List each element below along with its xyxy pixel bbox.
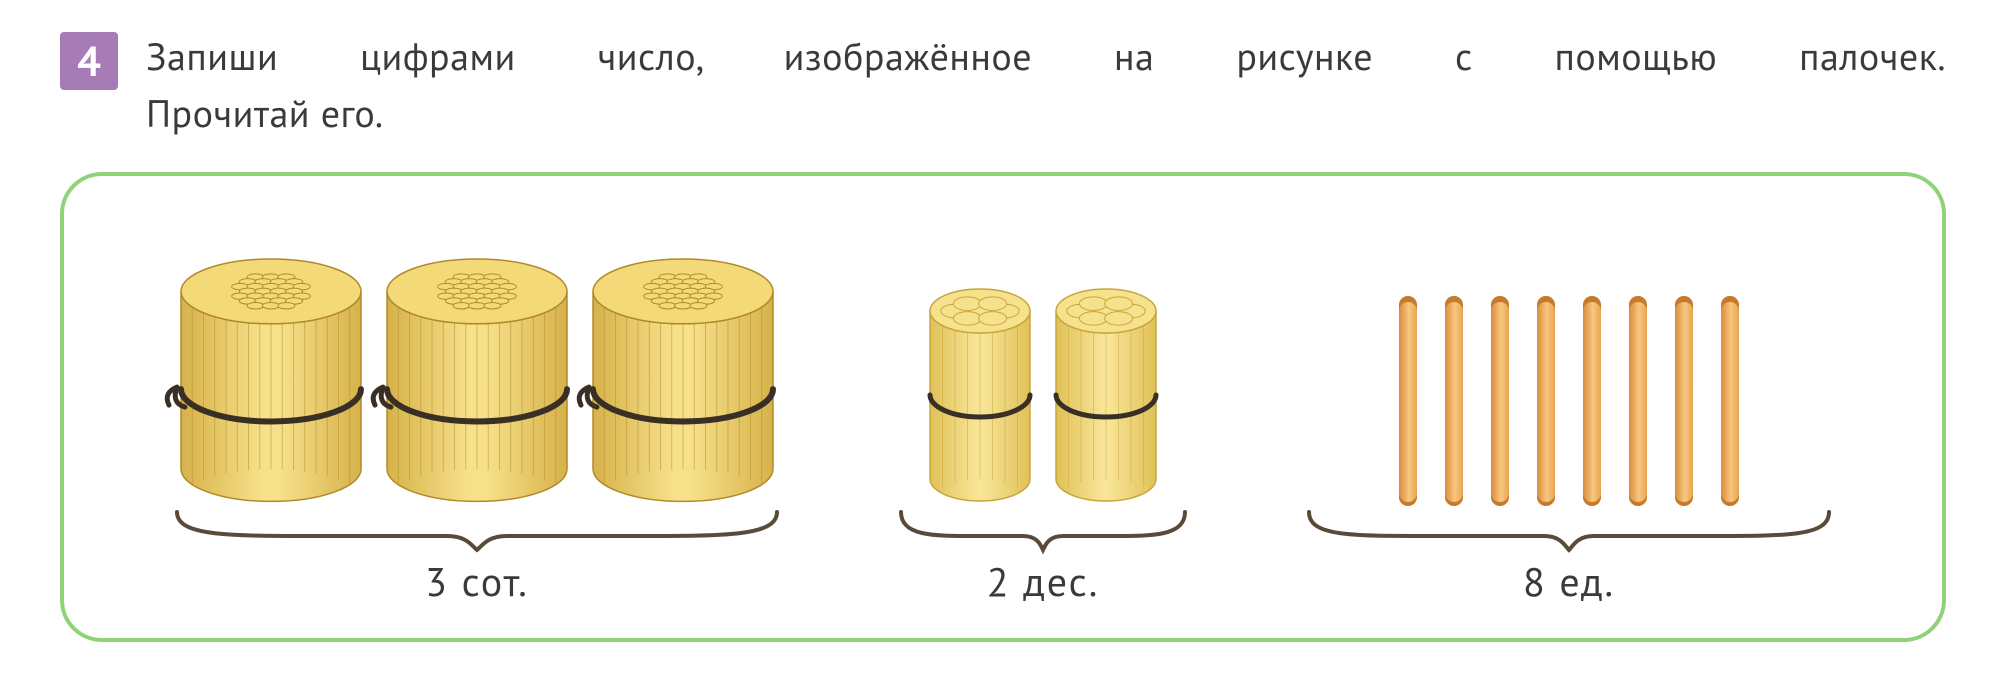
hundred-bundle <box>593 259 773 506</box>
prompt-line-1: Запиши цифрами число, изображённое на ри… <box>146 28 1946 85</box>
brace-tens <box>893 506 1193 550</box>
prompt-line-2: Прочитай его. <box>146 85 1946 142</box>
unit-stick <box>1445 296 1463 506</box>
hundred-bundle <box>387 259 567 506</box>
group-hundreds: 3 сот. <box>167 246 787 608</box>
tens-bundles-row <box>930 246 1156 506</box>
group-tens: 2 дес. <box>893 246 1193 608</box>
brace-units <box>1299 506 1839 550</box>
label-units: 8 ед. <box>1523 556 1615 608</box>
unit-stick <box>1491 296 1509 506</box>
unit-stick <box>1537 296 1555 506</box>
unit-stick <box>1583 296 1601 506</box>
unit-stick <box>1629 296 1647 506</box>
unit-stick <box>1721 296 1739 506</box>
ten-bundle <box>1056 289 1156 506</box>
group-units: 8 ед. <box>1299 246 1839 608</box>
figure-frame: 3 сот. 2 дес. 8 ед. <box>60 172 1946 642</box>
brace-hundreds <box>167 506 787 550</box>
label-hundreds: 3 сот. <box>425 556 529 608</box>
hundred-bundle <box>181 259 361 506</box>
label-tens: 2 дес. <box>987 556 1100 608</box>
hundreds-bundles-row <box>181 246 773 506</box>
problem-prompt: Запиши цифрами число, изображённое на ри… <box>146 28 1946 142</box>
page: 4 Запиши цифрами число, изображённое на … <box>0 0 2006 697</box>
units-sticks-row <box>1385 246 1753 506</box>
problem-number-badge: 4 <box>60 32 118 90</box>
unit-stick <box>1675 296 1693 506</box>
problem-header: 4 Запиши цифрами число, изображённое на … <box>60 28 1946 142</box>
unit-stick <box>1399 296 1417 506</box>
ten-bundle <box>930 289 1030 506</box>
